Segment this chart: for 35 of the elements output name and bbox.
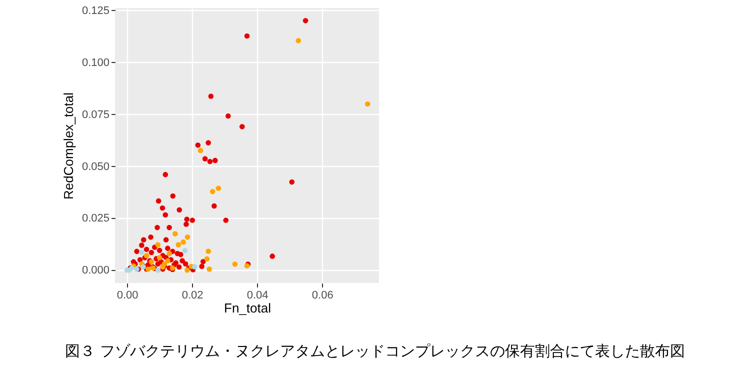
point: [172, 231, 178, 236]
point: [165, 258, 170, 264]
y-tick-label: 0.000: [82, 264, 110, 277]
point: [166, 250, 172, 256]
x-tick-label: 0.02: [182, 290, 204, 302]
point: [198, 148, 204, 154]
point: [176, 242, 182, 248]
y-tick-label: 0.050: [82, 160, 110, 173]
point: [192, 264, 198, 270]
point: [206, 266, 212, 272]
point: [180, 239, 186, 245]
y-axis-title: RedComplex_total: [60, 92, 76, 200]
x-tick-label: 0.06: [312, 290, 334, 302]
point: [182, 248, 188, 254]
x-tick-label: 0.00: [116, 290, 138, 302]
y-tick-label: 0.025: [82, 212, 110, 225]
point: [216, 186, 222, 191]
point: [139, 250, 144, 255]
point: [156, 255, 162, 260]
point: [144, 252, 150, 258]
point: [232, 261, 238, 267]
point: [206, 248, 211, 254]
y-tick-label: 0.125: [82, 4, 110, 17]
x-tick-label: 0.04: [246, 290, 268, 302]
y-tick-label: 0.100: [82, 56, 110, 69]
point: [210, 188, 216, 194]
point: [204, 256, 210, 262]
caption: 図３ フゾバクテリウム・ヌクレアタムとレッドコンプレックスの保有割合にて表した散布図: [64, 342, 686, 361]
point: [155, 267, 161, 273]
point: [184, 234, 190, 240]
y-tick-label: 0.075: [82, 108, 110, 121]
point: [155, 242, 161, 248]
point: [296, 38, 302, 44]
point: [364, 101, 370, 107]
x-axis-title: Fn_total: [224, 300, 272, 316]
